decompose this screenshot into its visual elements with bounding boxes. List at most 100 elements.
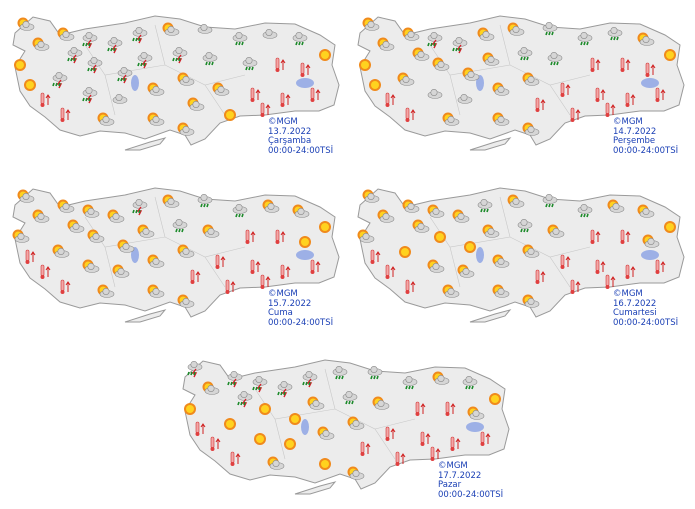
partly-cloudy-icon (442, 112, 460, 126)
rain-icon (332, 365, 348, 380)
day: Perşembe (613, 136, 656, 146)
province-borders (84, 196, 246, 288)
rain-icon (232, 203, 248, 218)
rain-icon (517, 46, 533, 61)
partly-cloudy-icon (492, 254, 510, 268)
hot-thermometer-icon (645, 62, 656, 77)
sun-icon (489, 393, 501, 405)
partly-cloudy-icon (12, 229, 30, 243)
rain-icon (477, 198, 493, 213)
rain-icon (172, 218, 188, 233)
partly-cloudy-icon (202, 224, 220, 238)
hot-thermometer-icon (620, 229, 631, 244)
partly-cloudy-icon (147, 112, 165, 126)
partly-cloudy-icon (112, 264, 130, 278)
thunderstorm-icon (172, 46, 188, 64)
partly-cloudy-icon (482, 224, 500, 238)
hot-thermometer-icon (275, 57, 286, 72)
hot-thermometer-icon (280, 264, 291, 279)
turkey-map (357, 187, 685, 323)
hot-thermometer-icon (225, 279, 236, 294)
partly-cloudy-icon (87, 229, 105, 243)
day: Pazar (438, 480, 462, 490)
map-caption: ©MGM 15.7.2022 Cuma 00:00-24:00TSİ (268, 289, 333, 328)
day: Cuma (268, 308, 293, 318)
thunderstorm-icon (82, 31, 98, 49)
thunderstorm-icon (87, 56, 103, 74)
sun-icon (224, 109, 236, 121)
partly-cloudy-icon (457, 264, 475, 278)
partly-cloudy-icon (522, 294, 540, 308)
cloudy-icon (457, 94, 473, 104)
hot-thermometer-icon (385, 92, 396, 107)
turkey-outline (357, 15, 685, 146)
sun-icon (359, 59, 371, 71)
hot-thermometer-icon (570, 279, 581, 294)
turkey-map (357, 15, 685, 151)
weather-map-3: ©MGM 15.7.2022 Cuma 00:00-24:00TSİ (5, 177, 345, 337)
hot-thermometer-icon (420, 431, 431, 446)
hot-thermometer-icon (605, 274, 616, 289)
cloudy-icon (262, 28, 278, 39)
thunderstorm-icon (137, 51, 153, 69)
partly-cloudy-icon (357, 229, 375, 243)
partly-cloudy-icon (57, 27, 75, 41)
hot-thermometer-icon (40, 92, 51, 107)
sun-icon (284, 438, 296, 450)
hot-thermometer-icon (535, 269, 546, 284)
partly-cloudy-icon (147, 82, 165, 96)
thunderstorm-icon (132, 26, 148, 44)
hot-thermometer-icon (360, 441, 371, 456)
province-borders (84, 24, 246, 116)
hot-thermometer-icon (625, 92, 636, 107)
hot-thermometer-icon (275, 229, 286, 244)
rain-icon (242, 56, 258, 71)
sun-icon (289, 413, 301, 425)
partly-cloudy-icon (467, 406, 485, 420)
lake-van (296, 78, 314, 88)
rain-icon (542, 21, 558, 36)
sun-icon (299, 236, 311, 248)
cyprus-outline (294, 481, 337, 495)
partly-cloudy-icon (32, 209, 50, 223)
thunderstorm-icon (227, 370, 243, 388)
hot-thermometer-icon (195, 421, 206, 436)
turkey-outline (357, 187, 685, 318)
partly-cloudy-icon (362, 17, 380, 31)
sun-icon (24, 79, 36, 91)
partly-cloudy-icon (402, 199, 420, 213)
lake-tuz (476, 247, 484, 263)
hot-thermometer-icon (625, 264, 636, 279)
turkey-map (12, 187, 340, 323)
partly-cloudy-icon (432, 57, 450, 71)
partly-cloudy-icon (97, 284, 115, 298)
weather-map-2: ©MGM 14.7.2022 Perşembe 00:00-24:00TSİ (350, 5, 690, 165)
partly-cloudy-icon (452, 209, 470, 223)
hot-thermometer-icon (450, 436, 461, 451)
hot-thermometer-icon (250, 259, 261, 274)
partly-cloudy-icon (547, 224, 565, 238)
thunderstorm-icon (132, 198, 148, 216)
hot-thermometer-icon (385, 426, 396, 441)
weather-map-1: ©MGM 13.7.2022 Çarşamba 00:00-24:00TSİ (5, 5, 345, 165)
turkey-outline (182, 359, 510, 490)
hot-thermometer-icon (655, 87, 666, 102)
hot-thermometer-icon (25, 249, 36, 264)
hot-thermometer-icon (310, 87, 321, 102)
map-caption: ©MGM 17.7.2022 Pazar 00:00-24:00TSİ (438, 461, 504, 500)
turkey-map (182, 359, 510, 495)
province-borders (429, 24, 591, 116)
partly-cloudy-icon (507, 22, 525, 36)
hot-thermometer-icon (590, 229, 601, 244)
cyprus-outline (469, 309, 512, 323)
partly-cloudy-icon (177, 122, 195, 136)
period: 00:00-24:00TSİ (438, 489, 504, 500)
hot-thermometer-icon (405, 107, 416, 122)
hot-thermometer-icon (395, 451, 406, 466)
turkey-outline (12, 15, 340, 146)
date: 14.7.2022 (613, 126, 657, 137)
thunderstorm-icon (277, 380, 293, 398)
partly-cloudy-icon (177, 72, 195, 86)
partly-cloudy-icon (462, 67, 480, 81)
hot-thermometer-icon (370, 249, 381, 264)
